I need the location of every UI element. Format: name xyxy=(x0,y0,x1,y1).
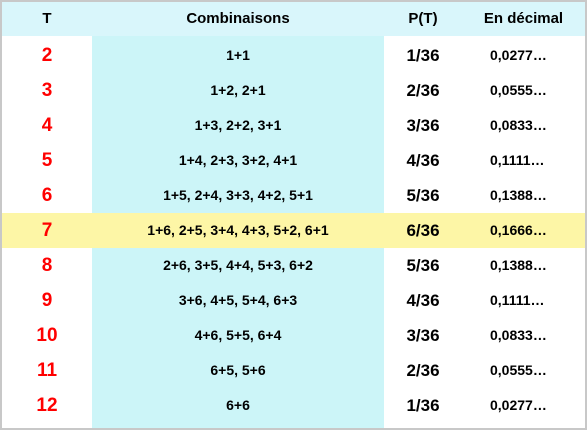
decimal-cell: 0,1111… xyxy=(490,292,545,308)
combinations-cell: 6+5, 5+6 xyxy=(210,362,266,378)
total-cell: 6 xyxy=(41,185,53,206)
table-row: 8 2+6, 3+5, 4+4, 5+3, 6+2 5/36 0,1388… xyxy=(2,248,585,283)
combinations-cell: 3+6, 4+5, 5+4, 6+3 xyxy=(178,292,298,308)
total-cell: 5 xyxy=(41,150,53,171)
total-cell: 2 xyxy=(41,45,53,66)
probability-cell: 3/36 xyxy=(406,326,440,345)
table-row: 11 6+5, 5+6 2/36 0,0555… xyxy=(2,353,585,388)
probability-cell: 2/36 xyxy=(406,361,440,380)
table-row: 9 3+6, 4+5, 5+4, 6+3 4/36 0,1111… xyxy=(2,283,585,318)
total-cell: 11 xyxy=(36,360,58,381)
table-row: 10 4+6, 5+5, 6+4 3/36 0,0833… xyxy=(2,318,585,353)
probability-cell: 5/36 xyxy=(406,186,440,205)
header-t: T xyxy=(42,10,52,27)
combinations-cell: 2+6, 3+5, 4+4, 5+3, 6+2 xyxy=(163,257,313,273)
decimal-cell: 0,0555… xyxy=(490,362,547,378)
probability-cell: 4/36 xyxy=(406,151,440,170)
decimal-cell: 0,1388… xyxy=(490,257,547,273)
probability-cell: 2/36 xyxy=(406,81,440,100)
table-row: 5 1+4, 2+3, 3+2, 4+1 4/36 0,1111… xyxy=(2,143,585,178)
combinations-cell: 4+6, 5+5, 6+4 xyxy=(194,327,282,343)
decimal-cell: 0,0277… xyxy=(490,47,547,63)
combinations-cell: 1+6, 2+5, 3+4, 4+3, 5+2, 6+1 xyxy=(92,213,384,248)
decimal-cell: 0,0555… xyxy=(490,82,547,98)
combinations-cell: 1+5, 2+4, 3+3, 4+2, 5+1 xyxy=(163,187,313,203)
total-cell: 9 xyxy=(41,290,53,311)
combinations-cell: 1+4, 2+3, 3+2, 4+1 xyxy=(178,152,298,168)
decimal-cell: 0,0277… xyxy=(490,397,547,413)
table-header: T Combinaisons P(T) En décimal xyxy=(2,2,585,36)
header-combinaisons: Combinaisons xyxy=(186,10,290,27)
combinations-cell: 6+6 xyxy=(226,397,250,413)
table-row: 7 1+6, 2+5, 3+4, 4+3, 5+2, 6+1 6/36 0,1666… xyxy=(2,213,585,248)
probability-cell: 1/36 xyxy=(406,46,440,65)
decimal-cell: 0,1111… xyxy=(490,152,545,168)
decimal-cell: 0,0833… xyxy=(490,117,547,133)
header-probability: P(T) xyxy=(408,10,438,27)
total-cell: 4 xyxy=(41,115,53,136)
header-decimal: En décimal xyxy=(483,10,564,27)
probability-cell: 4/36 xyxy=(406,291,440,310)
total-cell: 10 xyxy=(36,325,58,346)
decimal-cell: 0,1388… xyxy=(490,187,547,203)
probability-cell: 5/36 xyxy=(406,256,440,275)
combinations-cell: 1+1 xyxy=(226,47,250,63)
decimal-cell: 0,0833… xyxy=(490,327,547,343)
decimal-cell: 0,1666… xyxy=(490,222,547,238)
total-cell: 12 xyxy=(36,395,58,416)
probability-cell: 1/36 xyxy=(406,396,440,415)
combinations-cell: 1+3, 2+2, 3+1 xyxy=(194,117,282,133)
table-row: 12 6+6 1/36 0,0277… xyxy=(2,388,585,423)
probability-cell: 3/36 xyxy=(406,116,440,135)
table-row: 2 1+1 1/36 0,0277… xyxy=(2,38,585,73)
combinations-cell: 1+2, 2+1 xyxy=(210,82,266,98)
table-row: 3 1+2, 2+1 2/36 0,0555… xyxy=(2,73,585,108)
probability-cell: 6/36 xyxy=(406,221,440,240)
total-cell: 3 xyxy=(41,80,53,101)
table-row: 4 1+3, 2+2, 3+1 3/36 0,0833… xyxy=(2,108,585,143)
total-cell: 8 xyxy=(41,255,53,276)
total-cell: 7 xyxy=(41,220,53,241)
table-row: 6 1+5, 2+4, 3+3, 4+2, 5+1 5/36 0,1388… xyxy=(2,178,585,213)
